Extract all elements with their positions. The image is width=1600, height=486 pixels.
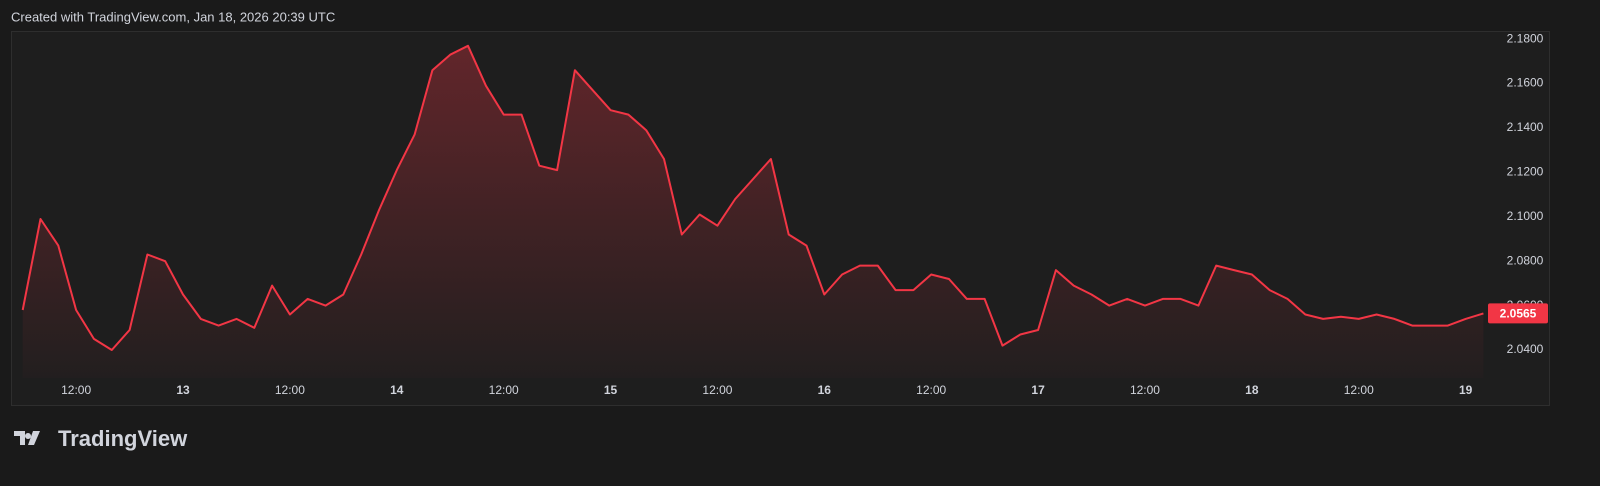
price-line	[21, 44, 1484, 351]
last-price-box	[1488, 303, 1548, 324]
brand-name: TradingView	[58, 426, 188, 451]
area-fill	[22, 45, 1484, 378]
y-tick-label: 2.0400	[1507, 342, 1544, 356]
x-tick-label: 12:00	[1344, 383, 1374, 397]
x-tick-label: 12:00	[275, 383, 305, 397]
y-tick-label: 2.1200	[1507, 165, 1544, 179]
x-tick-label: 14	[390, 383, 404, 397]
x-tick-label: 18	[1245, 383, 1259, 397]
x-tick-label: 17	[1031, 383, 1045, 397]
header-text: Created with TradingView.com, Jan 18, 20…	[11, 9, 335, 24]
x-tick-label: 12:00	[916, 383, 946, 397]
x-tick-label: 12:00	[489, 383, 519, 397]
x-tick-label: 15	[604, 383, 618, 397]
x-tick-label: 12:00	[1130, 383, 1160, 397]
y-tick-label: 2.1000	[1507, 209, 1544, 223]
y-tick-label: 2.1600	[1507, 76, 1544, 90]
x-tick-label: 13	[176, 383, 190, 397]
brand-logo	[14, 431, 40, 445]
x-tick-label: 12:00	[702, 383, 732, 397]
y-tick-label: 2.1400	[1507, 120, 1544, 134]
x-tick-label: 19	[1459, 383, 1473, 397]
x-tick-label: 12:00	[61, 383, 91, 397]
y-tick-label: 2.1800	[1507, 31, 1544, 45]
y-tick-label: 2.0800	[1507, 253, 1544, 267]
last-price-label: 2.0565	[1500, 307, 1537, 321]
x-tick-label: 16	[818, 383, 832, 397]
